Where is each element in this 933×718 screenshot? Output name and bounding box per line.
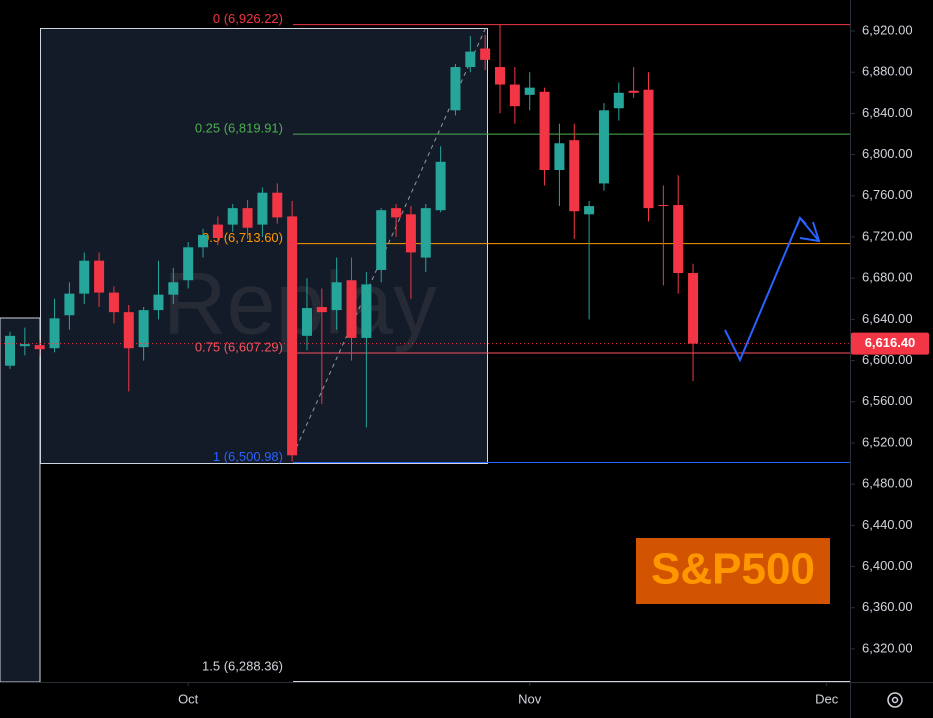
candle-body — [465, 51, 476, 68]
candle-body — [94, 260, 105, 293]
y-tick-label: 6,680.00 — [862, 270, 913, 285]
candle-body — [450, 67, 461, 111]
candle-body — [361, 284, 372, 338]
replay-shade — [40, 28, 488, 464]
y-tick-label: 6,840.00 — [862, 105, 913, 120]
y-tick-label: 6,800.00 — [862, 146, 913, 161]
y-tick-label: 6,320.00 — [862, 640, 913, 655]
candle-body — [138, 310, 149, 348]
watermark: Replay — [163, 253, 437, 352]
replay-shade-left — [0, 317, 41, 683]
candle-body — [524, 87, 535, 95]
candle-body — [212, 224, 223, 239]
y-tick-label: 6,920.00 — [862, 22, 913, 37]
candle-body — [257, 192, 268, 225]
fib-label: 1 (6,500.98) — [213, 449, 283, 464]
candle-body — [643, 89, 654, 209]
y-tick-label: 6,480.00 — [862, 476, 913, 491]
candle-body — [331, 282, 342, 311]
y-tick-label: 6,400.00 — [862, 558, 913, 573]
candle-body — [49, 318, 60, 349]
candle-body — [628, 90, 639, 93]
candle-body — [509, 84, 520, 107]
candle-body — [420, 208, 431, 258]
y-tick-label: 6,720.00 — [862, 228, 913, 243]
settings-icon[interactable] — [887, 692, 903, 708]
candle-body — [79, 260, 90, 294]
candle-body — [613, 92, 624, 109]
candle-body — [405, 214, 416, 253]
settings-icon-core — [891, 696, 899, 704]
candle-body — [569, 140, 580, 212]
candle-body — [539, 91, 550, 171]
candle-body — [227, 208, 238, 225]
candle-body — [554, 143, 565, 171]
y-tick-label: 6,760.00 — [862, 187, 913, 202]
candle-body — [435, 161, 446, 211]
candle-body — [391, 208, 402, 218]
candles — [4, 24, 699, 462]
forecast-arrow — [724, 216, 820, 363]
candle-body — [64, 293, 75, 316]
candle-body — [34, 345, 45, 350]
candle-body — [480, 48, 491, 60]
arrow-tip — [796, 216, 807, 227]
candle-body — [287, 216, 298, 456]
fib-label: 1.5 (6,288.36) — [202, 658, 283, 673]
chart-title: S&P500 — [651, 545, 815, 594]
candle-body — [153, 294, 164, 311]
y-tick-label: 6,520.00 — [862, 434, 913, 449]
y-tick-label: 6,600.00 — [862, 352, 913, 367]
candle-body — [495, 67, 506, 85]
candle-body — [598, 110, 609, 184]
y-tick-label: 6,880.00 — [862, 64, 913, 79]
arrow-head — [799, 221, 821, 243]
candle-body — [346, 280, 357, 338]
candle-body — [673, 205, 684, 274]
candle-body — [198, 234, 209, 248]
x-tick-label: Dec — [815, 691, 839, 706]
candle-body — [168, 282, 179, 295]
x-tick-label: Oct — [178, 691, 199, 706]
x-tick-label: Nov — [518, 691, 542, 706]
candle-body — [376, 210, 387, 270]
y-tick-label: 6,560.00 — [862, 393, 913, 408]
candle-body — [316, 307, 327, 313]
candle-body — [4, 335, 15, 366]
fib-label: 0 (6,926.22) — [213, 11, 283, 26]
candle-body — [301, 308, 312, 336]
last-price-box — [851, 332, 929, 355]
candle-body — [183, 247, 194, 281]
label-box — [636, 538, 830, 604]
candle-body — [272, 192, 283, 218]
y-tick-label: 6,360.00 — [862, 599, 913, 614]
candle-body — [584, 206, 595, 215]
y-tick-label: 6,440.00 — [862, 517, 913, 532]
fib-label: 0.25 (6,819.91) — [195, 121, 283, 136]
candle-body — [658, 205, 669, 207]
candle-body — [19, 344, 30, 347]
fib-label: 0.75 (6,607.29) — [195, 339, 283, 354]
last-price-label: 6,616.40 — [865, 335, 916, 350]
candle-body — [242, 208, 253, 228]
candle-body — [108, 292, 119, 313]
candle-body — [123, 312, 134, 349]
candle-body — [688, 273, 699, 344]
y-tick-label: 6,640.00 — [862, 311, 913, 326]
